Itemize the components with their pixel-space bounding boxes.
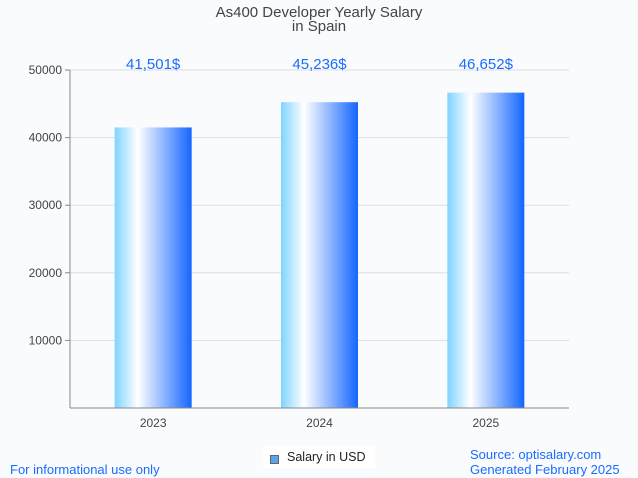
data-label: 41,501$ <box>126 56 181 73</box>
source-link[interactable]: Source: optisalary.com <box>470 447 602 462</box>
legend[interactable]: Salary in USD <box>263 446 375 468</box>
chart-subtitle: in Spain <box>291 18 347 35</box>
x-tick-label: 2024 <box>306 416 333 430</box>
bar-2024 <box>281 102 358 408</box>
y-tick-label: 20000 <box>29 266 63 280</box>
y-tick-label: 10000 <box>29 333 63 347</box>
y-tick-label: 40000 <box>29 131 63 145</box>
disclaimer: For informational use only <box>10 462 160 477</box>
legend-swatch <box>270 455 279 464</box>
bar-2025 <box>447 92 525 408</box>
generated-date: Generated February 2025 <box>470 462 620 477</box>
legend-label: Salary in USD <box>287 450 366 464</box>
chart-title: As400 Developer Yearly Salary <box>215 4 423 21</box>
y-tick-label: 50000 <box>29 63 63 77</box>
x-tick-label: 2025 <box>472 416 499 430</box>
data-label: 46,652$ <box>459 56 514 73</box>
x-tick-label: 2023 <box>140 416 167 430</box>
data-label: 45,236$ <box>292 56 347 73</box>
y-tick-label: 30000 <box>29 198 63 212</box>
bar-2023 <box>114 127 192 408</box>
